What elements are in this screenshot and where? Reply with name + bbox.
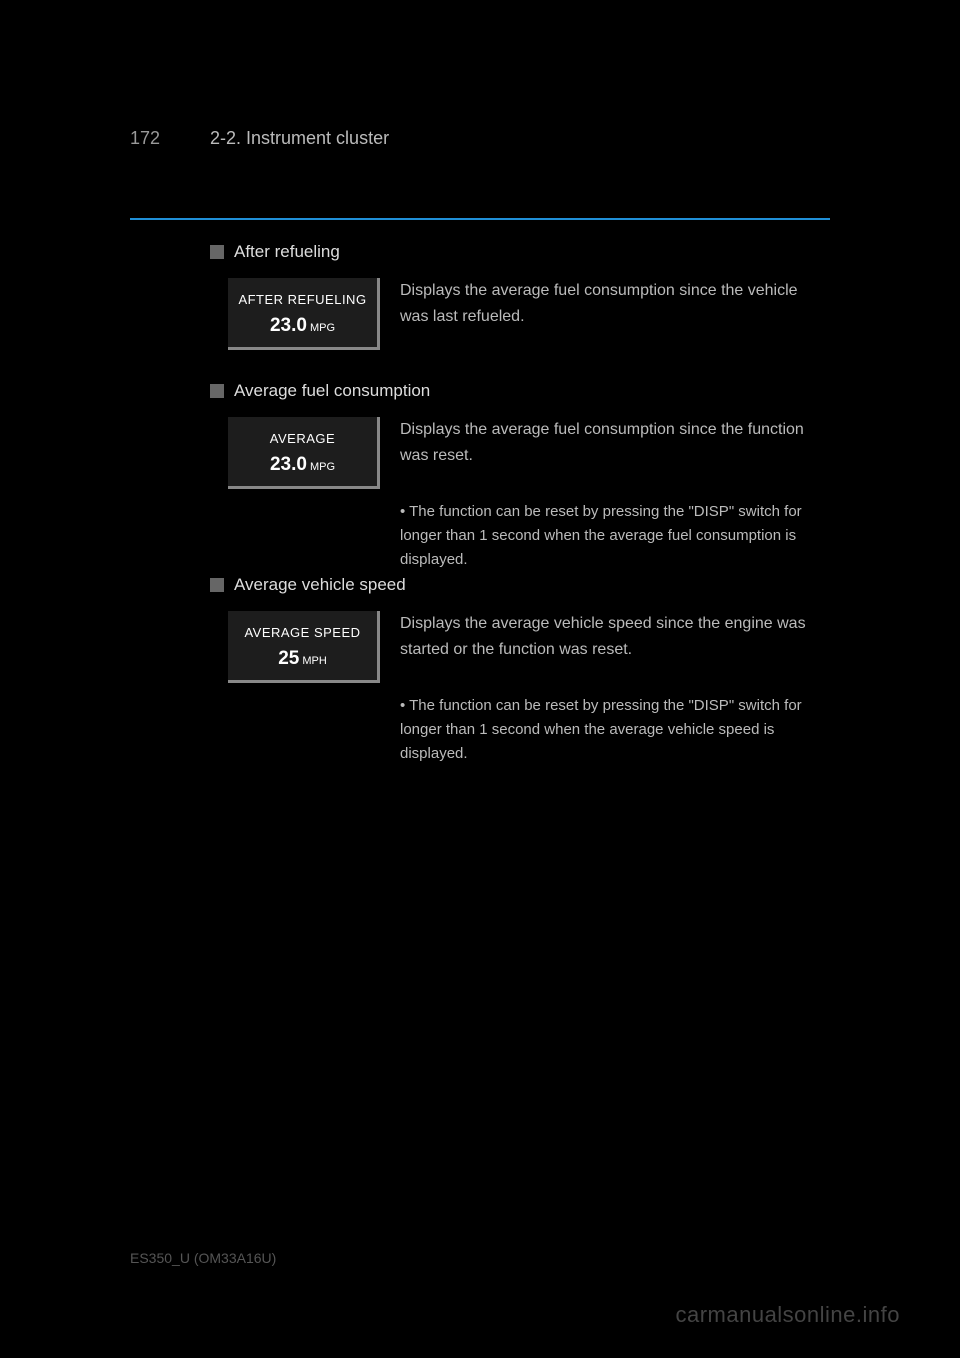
display-unit: MPG [310, 322, 335, 334]
fuel-display-average: AVERAGE 23.0 MPG [228, 417, 380, 489]
section-header-label: After refueling [234, 242, 340, 262]
square-marker-icon [210, 245, 224, 259]
manual-identifier: ES350_U (OM33A16U) [130, 1250, 276, 1266]
section-header-label: Average fuel consumption [234, 381, 430, 401]
description-avg-speed-note: • The function can be reset by pressing … [400, 694, 830, 766]
section-header-refueling: After refueling [210, 242, 340, 262]
page-number: 172 [130, 128, 160, 149]
section-header-avg-speed: Average vehicle speed [210, 575, 406, 595]
page-title: 2-2. Instrument cluster [210, 128, 389, 149]
fuel-display-refueling: AFTER REFUELING 23.0 MPG [228, 278, 380, 350]
speed-display-average: AVERAGE SPEED 25 MPH [228, 611, 380, 683]
square-marker-icon [210, 578, 224, 592]
display-label: AVERAGE [270, 431, 335, 446]
section-header-avg-fuel: Average fuel consumption [210, 381, 430, 401]
display-value-row: 23.0 MPG [270, 315, 335, 337]
description-refueling: Displays the average fuel consumption si… [400, 278, 830, 329]
display-unit: MPH [302, 655, 326, 667]
square-marker-icon [210, 384, 224, 398]
watermark: carmanualsonline.info [675, 1302, 900, 1328]
display-unit: MPG [310, 461, 335, 473]
display-value: 25 [278, 648, 299, 670]
display-value-row: 23.0 MPG [270, 454, 335, 476]
display-value-row: 25 MPH [278, 648, 327, 670]
description-avg-fuel-note: • The function can be reset by pressing … [400, 500, 830, 572]
display-label: AFTER REFUELING [238, 292, 366, 307]
description-avg-fuel: Displays the average fuel consumption si… [400, 417, 830, 468]
display-label: AVERAGE SPEED [244, 625, 360, 640]
section-divider [130, 218, 830, 220]
display-value: 23.0 [270, 315, 307, 337]
description-avg-speed: Displays the average vehicle speed since… [400, 611, 830, 662]
display-value: 23.0 [270, 454, 307, 476]
section-header-label: Average vehicle speed [234, 575, 406, 595]
